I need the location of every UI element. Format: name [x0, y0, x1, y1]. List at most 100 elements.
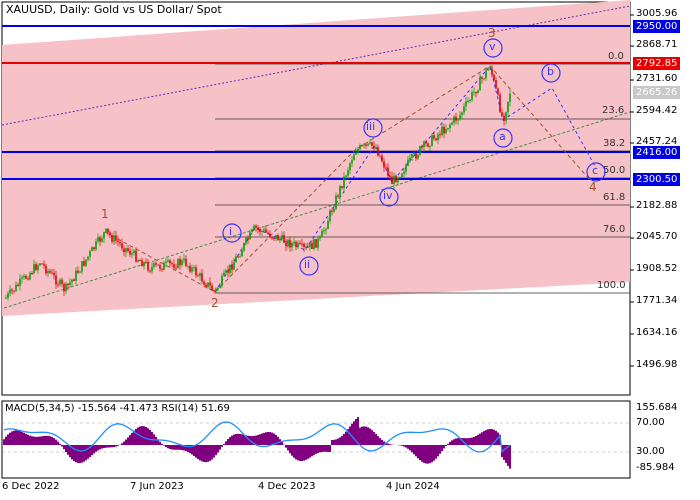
macd-bar — [165, 445, 167, 448]
candle-body — [15, 284, 17, 292]
macd-bar — [231, 435, 233, 445]
macd-bar — [103, 445, 105, 449]
candle-body — [41, 263, 43, 265]
macd-bar — [351, 423, 353, 445]
macd-bar — [425, 445, 427, 464]
wave-circle-b — [541, 63, 561, 83]
macd-bar — [183, 445, 185, 451]
macd-bar — [447, 443, 449, 445]
indicator-panel — [1, 400, 631, 479]
macd-bar — [439, 445, 441, 454]
candle-body — [473, 91, 475, 93]
macd-bar — [25, 433, 27, 445]
candle-body — [261, 230, 263, 232]
macd-bar — [453, 439, 455, 445]
macd-bar — [177, 445, 179, 450]
macd-bar — [55, 439, 57, 445]
macd-bar — [269, 432, 271, 445]
macd-bar — [483, 431, 485, 445]
macd-bar — [311, 445, 313, 457]
macd-bar — [181, 445, 183, 451]
candle-body — [461, 112, 463, 116]
wave-circle-v — [483, 38, 503, 58]
candle-body — [151, 266, 153, 272]
candle-body — [333, 208, 335, 212]
candle-body — [199, 273, 201, 277]
candle-body — [93, 247, 95, 250]
candle-body — [55, 275, 57, 285]
candle-body — [203, 281, 205, 285]
candle-body — [267, 232, 269, 234]
candle-body — [63, 283, 65, 292]
candle-body — [117, 240, 119, 242]
candle-body — [17, 284, 19, 286]
macd-bar — [449, 441, 451, 445]
macd-bar — [15, 430, 17, 445]
chart-title: XAUUSD, Daily: Gold vs US Dollar/ Spot — [6, 3, 222, 16]
date-label: 4 Dec 2023 — [258, 481, 316, 492]
candle-body — [47, 270, 49, 274]
candle-body — [207, 282, 209, 287]
candle-body — [349, 163, 351, 171]
price-label: 2457.24 — [636, 136, 678, 147]
candle-body — [99, 237, 101, 242]
candle-body — [39, 263, 41, 266]
macd-bar — [365, 426, 367, 445]
candle-body — [463, 106, 465, 113]
macd-bar — [491, 429, 493, 445]
wave-label-ii: ii — [304, 258, 311, 271]
candle-body — [331, 210, 333, 212]
macd-bar — [201, 445, 203, 462]
macd-bar — [63, 445, 65, 450]
macd-bar — [233, 434, 235, 445]
candle-body — [407, 159, 409, 166]
candle-body — [451, 122, 453, 125]
candle-body — [425, 141, 427, 144]
candle-body — [43, 263, 45, 266]
macd-bar — [151, 432, 153, 445]
macd-bar — [235, 434, 237, 445]
wave-label-c: c — [592, 164, 599, 177]
wave-label-a: a — [499, 130, 506, 143]
fib-label: 0.0 — [608, 51, 624, 62]
macd-bar — [175, 445, 177, 450]
candle-body — [123, 248, 125, 253]
macd-bar — [405, 445, 407, 448]
lower-trend-line — [3, 111, 631, 309]
macd-bar — [459, 437, 461, 445]
candle-body — [67, 283, 69, 286]
candle-body — [35, 264, 37, 271]
macd-bar — [271, 432, 273, 445]
macd-bar — [281, 441, 283, 445]
candle-body — [131, 253, 133, 255]
candle-body — [155, 263, 157, 265]
macd-bar — [207, 445, 209, 462]
candle-body — [19, 278, 21, 286]
macd-bar — [111, 445, 113, 448]
candle-body — [231, 264, 233, 270]
macd-bar — [451, 440, 453, 445]
candle-body — [483, 78, 485, 80]
candle-body — [125, 248, 127, 253]
candle-body — [367, 143, 369, 146]
candle-body — [357, 148, 359, 153]
candle-body — [177, 259, 179, 269]
macd-bar — [255, 435, 257, 445]
candle-body — [145, 262, 147, 264]
macd-bar — [275, 434, 277, 445]
macd-bar — [337, 438, 339, 445]
candle-body — [413, 153, 415, 155]
candle-body — [243, 243, 245, 251]
candle-body — [343, 176, 345, 188]
candle-body — [427, 143, 429, 147]
candle-body — [205, 284, 207, 287]
macd-bar — [315, 445, 317, 454]
candle-body — [169, 260, 171, 264]
candle-body — [341, 186, 343, 188]
candle-body — [445, 129, 447, 134]
macd-bar — [301, 445, 303, 462]
candle-body — [57, 284, 59, 286]
macd-bar — [83, 445, 85, 462]
macd-bar — [381, 439, 383, 445]
